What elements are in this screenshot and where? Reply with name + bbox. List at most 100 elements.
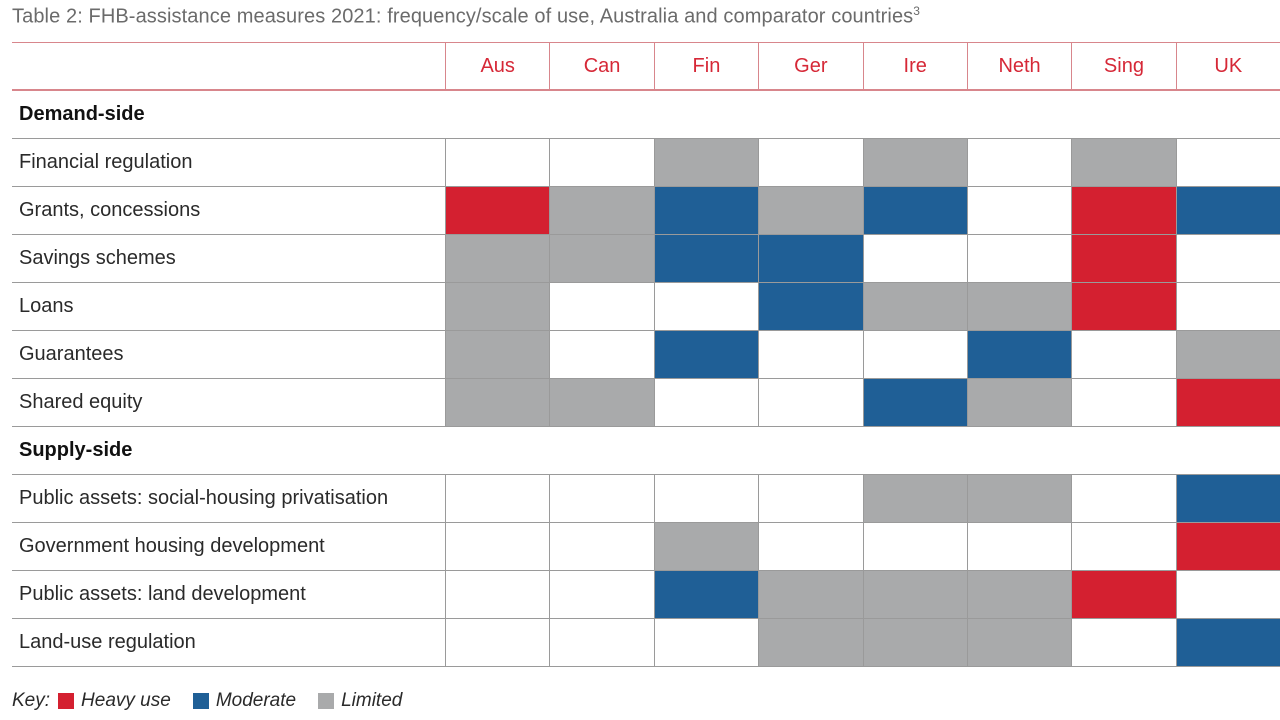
heatmap-cell-none (549, 523, 654, 571)
heatmap-cell-limited (653, 139, 759, 187)
column-header-aus: Aus (445, 43, 550, 91)
heatmap-cell-limited (1175, 331, 1280, 379)
legend-swatch-limited (318, 693, 335, 709)
header-corner (12, 43, 445, 91)
legend-label: Key: (12, 690, 51, 711)
heatmap-cell-heavy (1175, 379, 1280, 427)
heatmap-cell-limited (862, 475, 967, 523)
heatmap-cell-none (549, 139, 654, 187)
heatmap-cell-none (445, 139, 550, 187)
heatmap-cell-heavy (1071, 283, 1176, 331)
heatmap-cell-none (1175, 283, 1280, 331)
heatmap-cell-none (549, 571, 654, 619)
row-label: Financial regulation (12, 139, 445, 187)
section-header: Supply-side (12, 427, 1280, 475)
heatmap-cell-none (1175, 139, 1280, 187)
heatmap-cell-moderate (653, 235, 759, 283)
column-header-neth: Neth (966, 43, 1072, 91)
heatmap-cell-heavy (445, 187, 550, 235)
column-header-ger: Ger (758, 43, 863, 91)
heatmap-cell-none (445, 619, 550, 667)
heatmap-cell-none (758, 379, 863, 427)
legend-item-limited: Limited (310, 690, 402, 712)
table-title: Table 2: FHB-assistance measures 2021: f… (12, 4, 920, 29)
heatmap-cell-moderate (1175, 187, 1280, 235)
heatmap-cell-heavy (1071, 571, 1176, 619)
heatmap-cell-limited (758, 187, 863, 235)
heatmap-cell-limited (445, 235, 550, 283)
heatmap-cell-moderate (862, 379, 967, 427)
row-label: Shared equity (12, 379, 445, 427)
heatmap-cell-limited (445, 331, 550, 379)
column-header-sing: Sing (1071, 43, 1176, 91)
heatmap-cell-none (862, 331, 967, 379)
heatmap-cell-none (1071, 331, 1176, 379)
heatmap-cell-none (1175, 571, 1280, 619)
row-label: Grants, concessions (12, 187, 445, 235)
heatmap-cell-none (1071, 475, 1176, 523)
legend-swatch-heavy (58, 693, 75, 709)
row-label: Guarantees (12, 331, 445, 379)
heatmap-cell-none (549, 619, 654, 667)
legend-item-label: Heavy use (81, 690, 171, 711)
heatmap-cell-limited (549, 235, 654, 283)
heatmap-cell-none (653, 283, 759, 331)
heatmap-cell-heavy (1071, 187, 1176, 235)
heatmap-cell-limited (966, 619, 1072, 667)
legend-item-heavy: Heavy use (50, 690, 171, 712)
heatmap-cell-limited (862, 283, 967, 331)
heatmap-cell-limited (653, 523, 759, 571)
heatmap-cell-moderate (653, 187, 759, 235)
heatmap-cell-none (1175, 235, 1280, 283)
row-label: Public assets: social-housing privatisat… (12, 475, 445, 523)
legend-swatch-moderate (192, 693, 209, 709)
heatmap-cell-none (1071, 619, 1176, 667)
heatmap-cell-limited (966, 379, 1072, 427)
heatmap-cell-limited (1071, 139, 1176, 187)
heatmap-cell-none (966, 235, 1072, 283)
table-title-text: Table 2: FHB-assistance measures 2021: f… (12, 5, 914, 28)
heatmap-cell-none (445, 523, 550, 571)
column-header-can: Can (549, 43, 654, 91)
legend-item-moderate: Moderate (185, 690, 296, 712)
heatmap-cell-moderate (653, 571, 759, 619)
heatmap-cell-limited (549, 379, 654, 427)
heatmap-cell-none (758, 475, 863, 523)
heatmap-cell-none (653, 619, 759, 667)
heatmap-cell-none (549, 331, 654, 379)
heatmap-cell-moderate (966, 331, 1072, 379)
heatmap-cell-limited (758, 571, 863, 619)
heatmap-cell-none (758, 139, 863, 187)
legend: Key: Heavy use Moderate Limited (12, 690, 416, 712)
heatmap-cell-limited (445, 283, 550, 331)
heatmap-cell-none (966, 187, 1072, 235)
heatmap-cell-none (1071, 523, 1176, 571)
legend-item-label: Moderate (215, 690, 297, 711)
heatmap-cell-none (549, 283, 654, 331)
heatmap-cell-heavy (1175, 523, 1280, 571)
heatmap-cell-none (758, 523, 863, 571)
row-label: Land-use regulation (12, 619, 445, 667)
legend-item-label: Limited (341, 690, 403, 711)
heatmap-cell-moderate (1175, 475, 1280, 523)
heatmap-cell-limited (966, 283, 1072, 331)
heatmap-cell-limited (862, 571, 967, 619)
heatmap-cell-none (653, 379, 759, 427)
heatmap-cell-none (549, 475, 654, 523)
row-label: Savings schemes (12, 235, 445, 283)
heatmap-cell-moderate (758, 235, 863, 283)
row-label: Loans (12, 283, 445, 331)
heatmap-cell-moderate (862, 187, 967, 235)
heatmap-cell-limited (862, 139, 967, 187)
heatmap-cell-limited (966, 475, 1072, 523)
column-header-fin: Fin (653, 43, 759, 91)
heatmap-cell-moderate (758, 283, 863, 331)
heatmap-cell-none (966, 523, 1072, 571)
heatmap-cell-moderate (653, 331, 759, 379)
heatmap-cell-none (445, 475, 550, 523)
heatmap-cell-none (653, 475, 759, 523)
heatmap-cell-moderate (1175, 619, 1280, 667)
row-label: Public assets: land development (12, 571, 445, 619)
title-divider (12, 42, 1280, 43)
heatmap-cell-none (1071, 379, 1176, 427)
